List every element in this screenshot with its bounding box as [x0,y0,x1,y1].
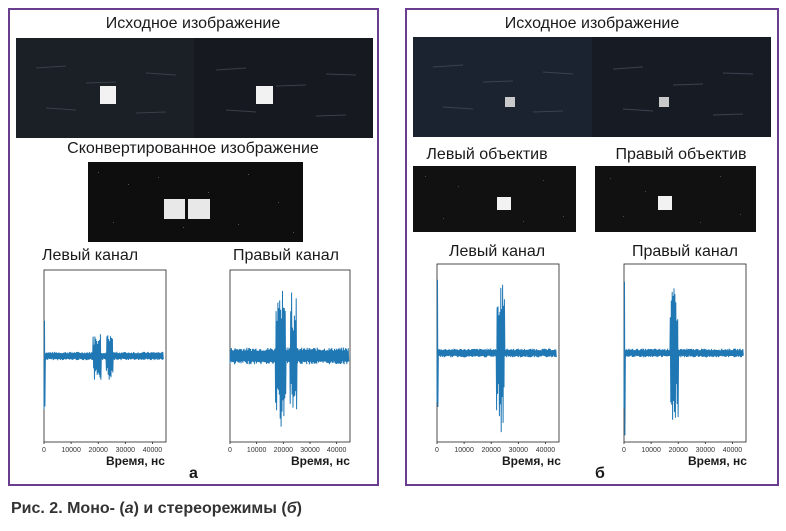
x-axis-label-right-b: Время, нс [688,454,747,468]
signal-line [623,281,744,436]
x-tick-label: 20000 [274,447,294,454]
caption-middle: ) и стереорежимы ( [133,500,287,517]
right-lens-image [595,166,756,232]
source-image [16,38,373,138]
x-tick-label: 0 [42,447,46,454]
signal-line [43,320,164,410]
x-axis-label-left-a: Время, нс [106,454,165,468]
x-tick-label: 10000 [454,447,474,454]
converted-image-title: Сконвертированное изображение [67,140,319,157]
caption-suffix: ) [296,500,302,517]
panel-letter-a: а [189,465,198,482]
right-channel-plot-a: 0 10000 20000 30000 40000 [228,269,351,454]
signal-line [229,290,350,427]
caption-prefix: Рис. 2. Моно- ( [11,500,125,517]
x-tick-label: 10000 [61,447,81,454]
right-channel-plot-b: 0 10000 20000 30000 40000 [622,263,747,454]
converted-image [88,162,303,242]
x-tick-label: 30000 [509,447,529,454]
x-tick-label: 20000 [668,447,688,454]
caption-a: а [124,500,134,517]
x-tick-label: 10000 [247,447,267,454]
left-channel-title-b: Левый канал [448,243,546,260]
left-lens-title: Левый объектив [426,146,548,163]
signal-line [436,279,557,433]
right-channel-title-a: Правый канал [233,247,339,264]
right-channel-title-b: Правый канал [632,243,738,260]
source-image-b [413,37,771,137]
left-lens-image [413,166,576,232]
panel-b-stereo: Исходное изображение Левый объектив Прав… [405,8,779,486]
x-tick-label: 20000 [88,447,108,454]
x-tick-label: 40000 [143,447,163,454]
x-tick-label: 40000 [536,447,556,454]
x-tick-label: 30000 [300,447,320,454]
x-tick-label: 0 [622,447,626,454]
figure-caption: Рис. 2. Моно- (а) и стереорежимы (б) [11,500,302,518]
x-tick-label: 30000 [116,447,136,454]
caption-b: б [286,500,297,517]
x-tick-label: 20000 [481,447,501,454]
x-tick-label: 0 [228,447,232,454]
x-tick-label: 40000 [723,447,743,454]
left-channel-plot-a: 0 10000 20000 30000 40000 [42,269,167,454]
x-axis-label-left-b: Время, нс [502,454,561,468]
left-channel-plot-b: 0 10000 20000 30000 40000 [435,263,560,454]
x-tick-label: 10000 [641,447,661,454]
right-lens-title: Правый объектив [615,146,747,163]
left-channel-title-a: Левый канал [41,247,139,264]
x-tick-label: 40000 [327,447,347,454]
source-image-title-b: Исходное изображение [504,15,680,32]
x-tick-label: 0 [435,447,439,454]
x-axis-label-right-a: Время, нс [291,454,350,468]
panel-letter-b: б [595,465,605,482]
panel-a-mono: Исходное изображение Сконвертированное и… [8,8,379,486]
x-tick-label: 30000 [696,447,716,454]
source-image-title: Исходное изображение [105,15,281,32]
